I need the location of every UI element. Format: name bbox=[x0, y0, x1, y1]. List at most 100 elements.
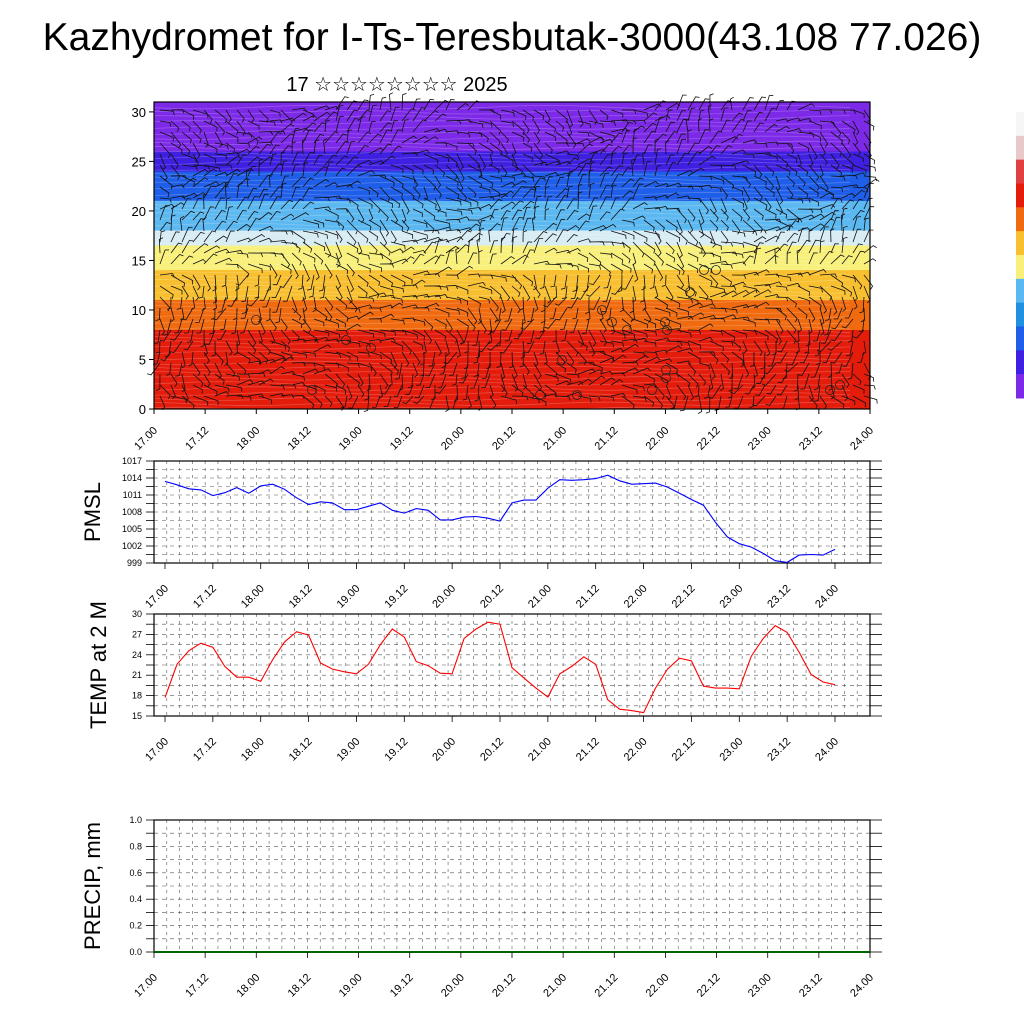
wind-barb bbox=[269, 119, 283, 124]
wind-barb bbox=[808, 120, 822, 130]
contour-line bbox=[153, 161, 850, 166]
wind-barb bbox=[216, 329, 227, 340]
wind-barb bbox=[214, 120, 225, 136]
wind-barb bbox=[753, 197, 768, 209]
wind-barb bbox=[819, 226, 829, 243]
wind-barb bbox=[280, 371, 296, 376]
y-tick-label: 1014 bbox=[122, 473, 142, 483]
wind-barbs bbox=[147, 92, 880, 414]
wind-barb bbox=[842, 351, 854, 367]
wind-barb bbox=[379, 110, 392, 122]
wind-barb bbox=[174, 318, 183, 334]
wind-barb bbox=[478, 227, 485, 243]
wind-barb bbox=[478, 131, 489, 143]
wind-barb bbox=[621, 318, 632, 330]
wind-barb bbox=[511, 285, 521, 297]
y-tick-label: 15 bbox=[132, 711, 142, 721]
wind-barb bbox=[621, 121, 633, 133]
wind-barb bbox=[368, 219, 382, 232]
wind-barb bbox=[577, 109, 584, 128]
wind-barb bbox=[764, 197, 772, 211]
wind-barb bbox=[665, 241, 675, 255]
wind-barb bbox=[720, 329, 736, 342]
wind-barb bbox=[379, 241, 391, 256]
wind-barb bbox=[390, 258, 409, 265]
wind-barb bbox=[445, 175, 459, 186]
colorbar-segment bbox=[1016, 249, 1024, 256]
wind-barb bbox=[753, 242, 764, 254]
wind-barb bbox=[698, 373, 707, 386]
wind-barb bbox=[346, 141, 356, 155]
wind-barb bbox=[357, 362, 372, 372]
wind-barb bbox=[731, 149, 746, 155]
wind-barb bbox=[698, 98, 710, 111]
wind-barb bbox=[368, 274, 381, 286]
wind-barb bbox=[819, 296, 827, 314]
x-tick-label: 21.12 bbox=[574, 583, 602, 611]
contour-line bbox=[153, 248, 851, 253]
colorbar-segment bbox=[1016, 117, 1024, 125]
wind-barb bbox=[401, 219, 410, 232]
wind-barb bbox=[203, 193, 208, 210]
wind-barb bbox=[643, 340, 657, 347]
wind-barb bbox=[676, 118, 688, 133]
wind-barb bbox=[610, 263, 623, 275]
wind-barb bbox=[423, 219, 435, 234]
wind-barb bbox=[335, 230, 343, 243]
wind-barb bbox=[731, 329, 747, 339]
calm-circle bbox=[661, 373, 671, 383]
wind-barb bbox=[196, 318, 205, 334]
wind-barb bbox=[511, 172, 527, 177]
y-tick-label: 25 bbox=[132, 154, 146, 169]
wind-barb bbox=[676, 170, 694, 177]
x-tick-label: 19.12 bbox=[388, 425, 416, 453]
wind-barb bbox=[819, 250, 834, 265]
wind-barb bbox=[588, 263, 601, 270]
x-tick-label: 19.12 bbox=[388, 972, 416, 1000]
wind-barb bbox=[192, 131, 202, 144]
wind-barb bbox=[599, 153, 612, 166]
wind-barb bbox=[393, 384, 403, 397]
wind-barb bbox=[478, 203, 493, 210]
wind-barb bbox=[797, 271, 811, 276]
wind-barb bbox=[179, 216, 185, 232]
wind-barb bbox=[555, 362, 567, 373]
wind-barb bbox=[621, 384, 638, 394]
wind-barb bbox=[346, 252, 359, 264]
wind-barb bbox=[313, 154, 323, 166]
wind-barb bbox=[159, 285, 174, 299]
wind-barb bbox=[181, 285, 189, 300]
wind-barb bbox=[852, 329, 865, 339]
wind-barb bbox=[588, 252, 602, 267]
wind-barb bbox=[379, 186, 391, 202]
wind-barb bbox=[643, 241, 656, 254]
wind-barb bbox=[742, 120, 752, 133]
wind-barb bbox=[214, 351, 224, 366]
wind-barb bbox=[280, 182, 287, 199]
wind-barb bbox=[687, 252, 699, 262]
wind-barb bbox=[456, 296, 468, 306]
wind-barb bbox=[687, 219, 694, 234]
wind-barb bbox=[566, 351, 575, 366]
wind-barb bbox=[799, 351, 810, 364]
wind-barb bbox=[577, 220, 590, 232]
wind-barb bbox=[262, 296, 271, 308]
wind-barb bbox=[225, 173, 238, 188]
wind-barb bbox=[786, 142, 795, 155]
wind-barb bbox=[390, 274, 406, 287]
wind-barb bbox=[654, 318, 666, 327]
wind-barb bbox=[841, 255, 853, 265]
wind-barb bbox=[224, 181, 230, 199]
wind-barb bbox=[401, 329, 418, 339]
wind-barb bbox=[258, 351, 269, 364]
wind-barb bbox=[423, 208, 436, 221]
wind-barb bbox=[731, 208, 743, 222]
y-tick-label: 1002 bbox=[122, 541, 142, 551]
wind-barb bbox=[335, 105, 344, 122]
wind-barb bbox=[357, 131, 372, 144]
wind-barb bbox=[676, 274, 685, 289]
wind-barb bbox=[610, 329, 626, 339]
wind-barb bbox=[170, 373, 178, 388]
wind-barb bbox=[467, 120, 484, 129]
wind-barb bbox=[742, 164, 757, 176]
